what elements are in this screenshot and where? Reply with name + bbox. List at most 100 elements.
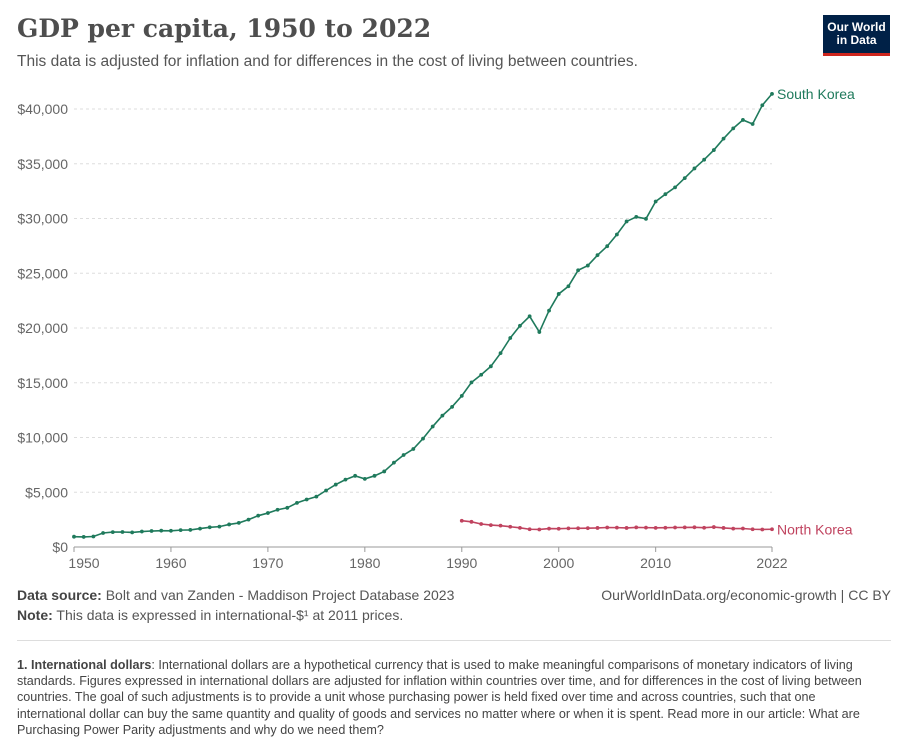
south-korea-point — [770, 91, 774, 96]
south-korea-point — [382, 469, 387, 474]
x-tick-label: 1960 — [155, 555, 186, 571]
south-korea-point — [265, 511, 270, 515]
south-korea-point — [459, 393, 464, 398]
footnote-label: 1. International dollars — [17, 658, 152, 672]
north-korea-point — [624, 526, 629, 530]
south-korea-point — [605, 244, 610, 249]
south-korea-point — [614, 232, 619, 237]
south-korea-point — [392, 460, 396, 465]
x-tick-label: 1980 — [349, 555, 380, 571]
y-tick-label: $10,000 — [17, 430, 68, 446]
y-tick-label: $5,000 — [25, 484, 68, 500]
x-tick-label: 1970 — [252, 555, 283, 571]
south-korea-point — [227, 522, 232, 527]
south-korea-point — [236, 521, 241, 525]
south-korea-point — [585, 263, 590, 268]
north-korea-point — [488, 523, 493, 527]
south-korea-point — [624, 219, 629, 224]
south-korea-point — [421, 436, 425, 441]
south-korea-point — [149, 529, 154, 533]
south-korea-point — [547, 308, 551, 313]
north-korea-point — [556, 526, 561, 531]
south-korea-point — [207, 525, 212, 530]
south-korea-point — [566, 284, 571, 289]
south-korea-point — [576, 268, 581, 273]
south-korea-point — [314, 494, 319, 499]
south-korea-point — [653, 199, 658, 204]
south-korea-line — [73, 93, 773, 538]
x-tick-label: 2010 — [640, 555, 671, 571]
source-link[interactable]: OurWorldInData.org/economic-growth | CC … — [601, 587, 891, 603]
north-korea-point — [595, 526, 600, 530]
north-korea-point — [653, 525, 658, 530]
north-korea-point — [741, 526, 745, 531]
south-korea-point — [353, 473, 358, 478]
line-chart: $0 $5,000 $10,000 $15,000 $20,000 $25,000 $30,… — [17, 86, 855, 571]
source-label: Data source: — [17, 587, 102, 603]
logo-line-2: in Data — [836, 33, 877, 47]
south-korea-label: South Korea — [777, 86, 855, 102]
north-korea-point — [770, 527, 774, 532]
x-tick-label: 2000 — [543, 555, 574, 571]
x-tick-label: 2022 — [756, 555, 787, 571]
south-korea-point — [527, 314, 532, 319]
south-korea-point — [556, 292, 561, 296]
y-tick-label: $25,000 — [17, 265, 68, 281]
chart-subtitle: This data is adjusted for inflation and … — [17, 53, 638, 70]
south-korea-point — [362, 476, 367, 481]
north-korea-point — [682, 525, 687, 530]
y-tick-label: $35,000 — [17, 156, 68, 172]
south-korea-point — [188, 528, 193, 532]
north-korea-point — [702, 525, 707, 530]
north-korea-point — [721, 526, 726, 530]
chart-title: GDP per capita, 1950 to 2022 — [17, 14, 432, 43]
south-korea-point — [285, 505, 290, 510]
north-korea-point — [518, 525, 522, 530]
data-source: Data source: Bolt and van Zanden - Maddi… — [17, 587, 454, 603]
north-korea-point — [547, 526, 551, 531]
south-korea-point — [634, 214, 639, 219]
south-korea-point — [750, 122, 755, 126]
divider — [17, 640, 891, 641]
south-korea-point — [110, 530, 115, 535]
south-korea-point — [411, 447, 416, 451]
north-korea-label: North Korea — [777, 521, 853, 537]
north-korea-point — [566, 526, 571, 531]
north-korea-point — [663, 525, 668, 530]
south-korea-point — [711, 148, 716, 152]
south-korea-point — [217, 524, 222, 529]
south-korea-point — [130, 530, 135, 535]
south-korea-point — [120, 530, 125, 534]
north-korea-point — [692, 525, 697, 530]
owid-logo[interactable]: Our World in Data — [823, 15, 890, 56]
logo-line-1: Our World — [827, 20, 886, 34]
south-korea-point — [498, 351, 503, 356]
x-tick-label: 1990 — [446, 555, 477, 571]
y-tick-label: $20,000 — [17, 320, 68, 336]
south-korea-point — [198, 526, 202, 531]
south-korea-point — [256, 513, 261, 518]
north-korea-point — [644, 525, 648, 530]
y-tick-label: $0 — [52, 539, 68, 555]
south-korea-point — [479, 372, 484, 377]
y-tick-label: $30,000 — [17, 211, 68, 227]
south-korea-point — [343, 477, 348, 482]
x-tick-label: 1950 — [68, 555, 99, 571]
south-korea-point — [644, 216, 648, 221]
north-korea-point — [508, 524, 513, 529]
south-korea-point — [372, 473, 377, 478]
south-korea-point — [139, 529, 144, 534]
south-korea-point — [169, 528, 173, 533]
north-korea-point — [614, 525, 619, 530]
north-korea-point — [527, 527, 532, 532]
south-korea-point — [440, 413, 445, 418]
south-korea-point — [469, 380, 474, 385]
source-text: Bolt and van Zanden - Maddison Project D… — [105, 587, 455, 603]
north-korea-point — [469, 519, 474, 524]
south-korea-point — [702, 157, 707, 162]
south-korea-point — [178, 528, 183, 533]
south-korea-point — [721, 136, 726, 141]
note-label: Note: — [17, 607, 53, 623]
south-korea-point — [333, 482, 338, 487]
south-korea-point — [537, 330, 542, 334]
